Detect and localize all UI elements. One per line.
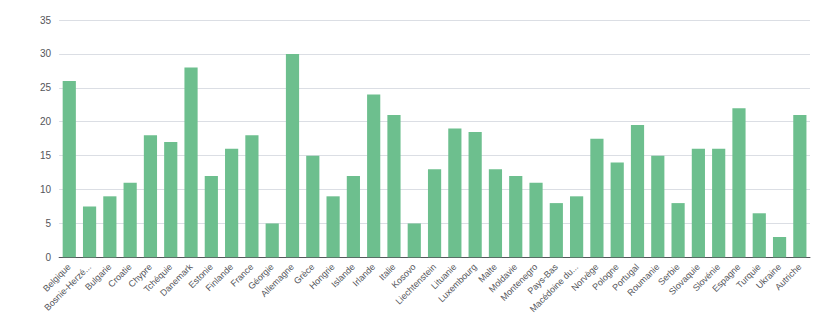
svg-text:Lituanie: Lituanie [429, 261, 459, 292]
svg-text:Liechtenstein: Liechtenstein [393, 261, 439, 307]
svg-text:Finlande: Finlande [204, 262, 235, 293]
svg-text:Irlande: Irlande [351, 262, 378, 289]
svg-text:Slovénie: Slovénie [690, 261, 723, 294]
svg-text:Bulgarie: Bulgarie [83, 262, 113, 292]
svg-text:Géorgie: Géorgie [246, 261, 276, 292]
svg-text:Ukraine: Ukraine [754, 261, 784, 291]
svg-text:Portugal: Portugal [610, 261, 641, 293]
svg-text:Tchéquie: Tchéquie [141, 261, 175, 295]
svg-text:Pologne: Pologne [590, 261, 621, 293]
svg-text:Malte: Malte [476, 261, 499, 285]
svg-text:Italie: Italie [377, 261, 398, 283]
svg-text:France: France [228, 261, 256, 289]
svg-text:Croatie: Croatie [106, 261, 134, 290]
svg-text:Pays-Bas: Pays-Bas [525, 261, 560, 297]
svg-text:Islande: Islande [329, 262, 357, 290]
svg-text:5: 5 [46, 218, 52, 229]
svg-text:Chypre: Chypre [126, 261, 154, 290]
svg-text:25: 25 [40, 82, 52, 93]
svg-text:Autriche: Autriche [773, 262, 803, 292]
svg-text:15: 15 [40, 150, 52, 161]
svg-text:Allemagne: Allemagne [259, 262, 296, 299]
svg-text:Estonie: Estonie [186, 261, 215, 291]
svg-text:Luxembourg: Luxembourg [436, 262, 478, 304]
svg-text:Bosnie-Herzé...: Bosnie-Herzé... [42, 261, 94, 313]
svg-text:Macédoine du...: Macédoine du... [527, 261, 581, 315]
svg-text:Grèce: Grèce [292, 261, 317, 287]
svg-text:Norvège: Norvège [569, 261, 601, 293]
svg-text:Turquie: Turquie [734, 261, 763, 291]
svg-text:20: 20 [40, 116, 52, 127]
svg-text:35: 35 [40, 15, 52, 26]
svg-text:Kosovo: Kosovo [389, 261, 418, 291]
svg-text:Danemark: Danemark [158, 261, 195, 299]
svg-text:30: 30 [40, 48, 52, 59]
svg-text:Espagne: Espagne [710, 262, 742, 294]
svg-text:Roumanie: Roumanie [625, 261, 662, 298]
svg-text:Serbie: Serbie [656, 261, 682, 288]
svg-text:Hongrie: Hongrie [307, 262, 336, 291]
svg-text:0: 0 [46, 252, 52, 263]
svg-text:Belgique: Belgique [41, 261, 73, 294]
svg-text:Moldavie: Moldavie [486, 261, 520, 295]
svg-text:10: 10 [40, 184, 52, 195]
svg-text:Montenegro: Montenegro [498, 261, 540, 303]
svg-text:Slovaquie: Slovaquie [666, 261, 702, 297]
